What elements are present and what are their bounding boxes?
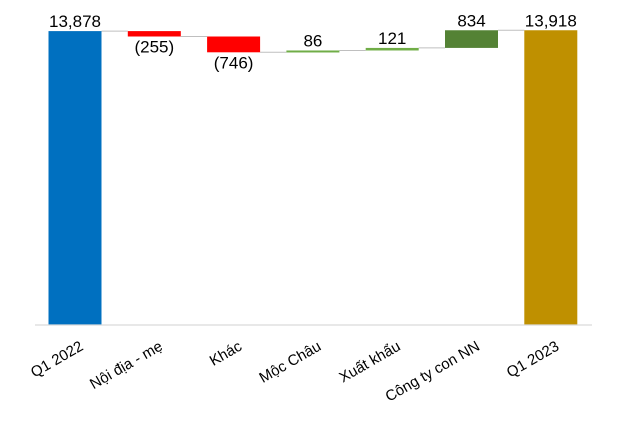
data-label-1: (255) [134, 38, 174, 57]
x-tick-label-0: Q1 2022 [28, 338, 86, 381]
x-tick-label-4: Xuất khẩu [336, 338, 403, 387]
bar-6 [524, 30, 578, 326]
bars-group [48, 30, 578, 326]
data-label-5: 834 [457, 11, 485, 30]
x-tick-labels-group: Q1 2022 Nội địa - mẹ Khác Mộc Châu Xuất khẩu… [28, 338, 562, 406]
x-tick-label-2: Khác [207, 338, 246, 370]
bar-4 [365, 47, 419, 51]
bar-0 [48, 31, 102, 325]
data-label-3: 86 [303, 31, 322, 50]
x-tick-label-6: Q1 2023 [504, 338, 562, 381]
data-label-6: 13,918 [525, 11, 577, 30]
bar-3 [286, 50, 340, 53]
connector-lines [101, 29, 525, 53]
data-label-0: 13,878 [49, 12, 101, 31]
data-labels-group: 13,878 (255) (746) 86 121 834 13,918 [49, 11, 577, 72]
bar-5 [445, 30, 498, 48]
bar-1 [127, 31, 181, 37]
bar-2 [207, 36, 261, 53]
x-tick-label-1: Nội địa - mẹ [87, 338, 166, 393]
data-label-4: 121 [378, 29, 406, 48]
data-label-2: (746) [214, 53, 254, 72]
x-tick-label-3: Mộc Châu [256, 338, 324, 387]
